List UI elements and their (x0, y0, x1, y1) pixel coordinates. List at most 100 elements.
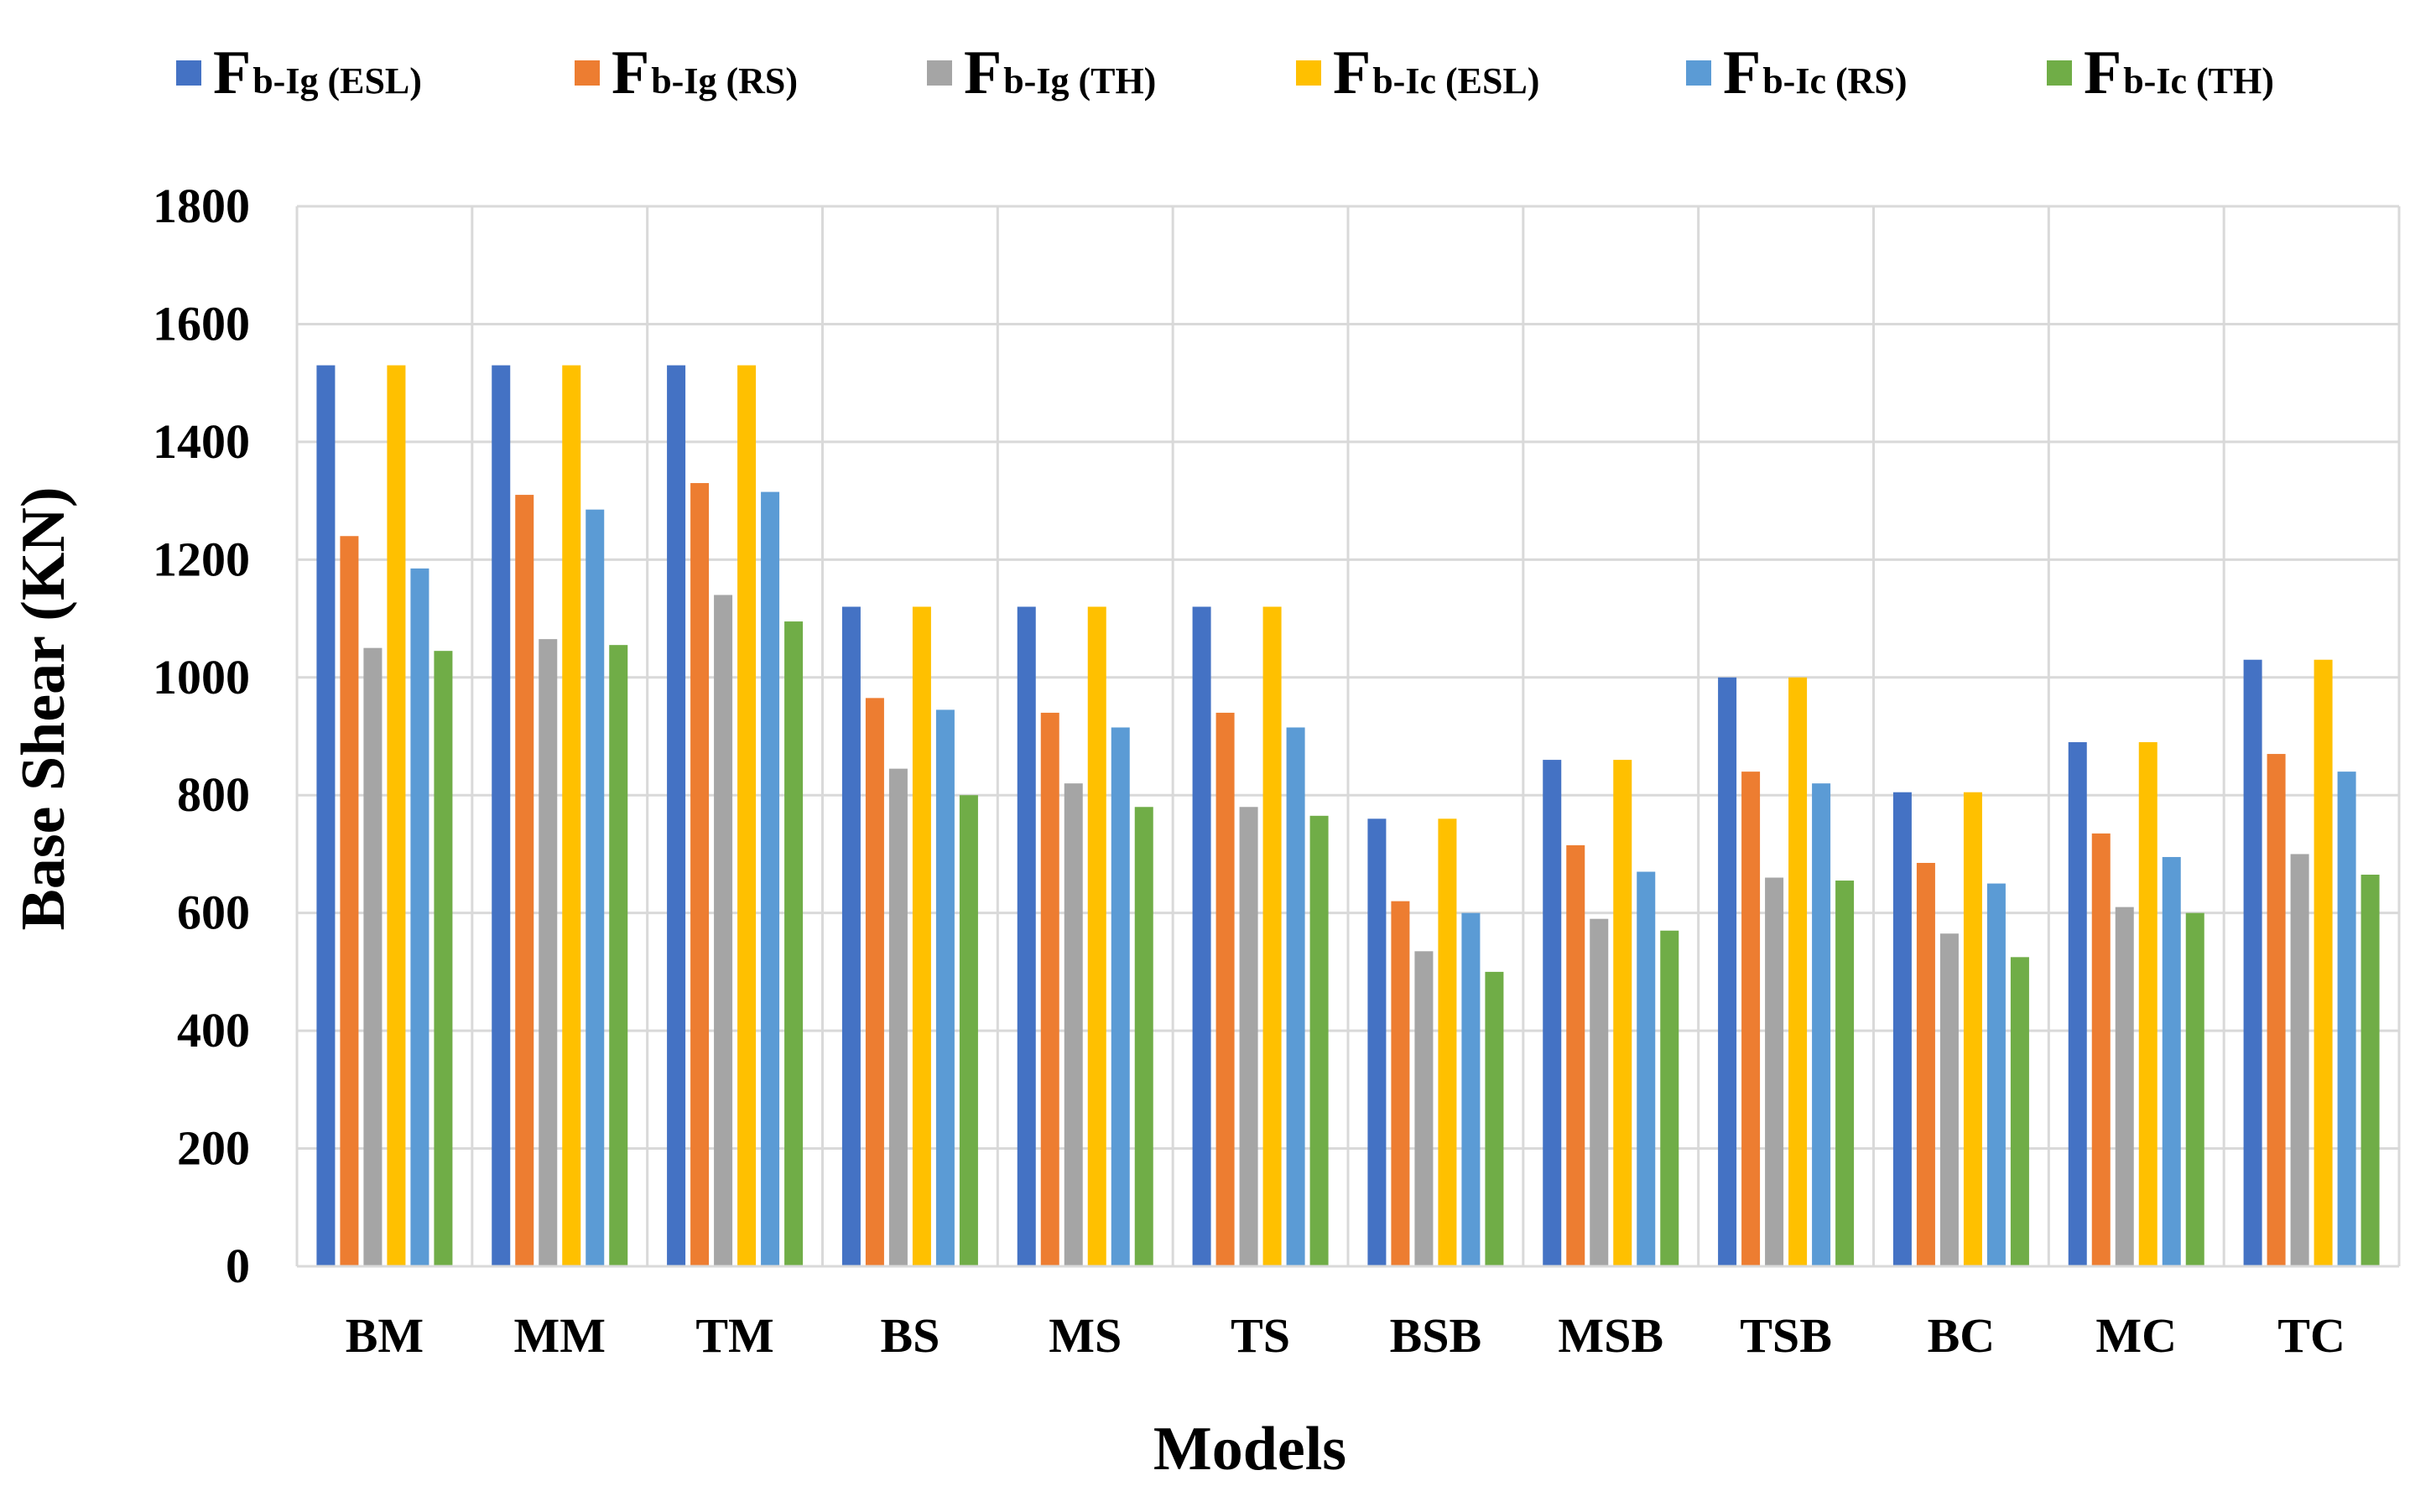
bar-BSB-b-ic-rs- (1461, 912, 1481, 1266)
bar-BC-b-ic-th- (2010, 957, 2029, 1266)
bar-MS-b-ic-th- (1134, 807, 1153, 1266)
legend-label: b-Ig (TH) (1003, 60, 1157, 101)
bar-MM-b-ig-rs- (515, 495, 534, 1266)
bar-BS-b-ic-rs- (935, 709, 955, 1266)
bar-MC-b-ic-th- (2185, 912, 2204, 1266)
bar-BC-b-ig-rs- (1916, 862, 1935, 1266)
bar-BS-b-ig-th- (888, 768, 908, 1266)
bar-MC-b-ig-esl- (2068, 742, 2087, 1266)
bar-MM-b-ig-th- (539, 639, 558, 1266)
legend-label: b-Ic (RS) (1762, 60, 1908, 101)
bar-BM-b-ic-th- (434, 651, 453, 1266)
y-tick-label: 1600 (153, 296, 250, 351)
x-tick-label: MM (514, 1308, 606, 1363)
legend-swatch (1296, 60, 1321, 86)
bar-BC-b-ic-rs- (1986, 883, 2006, 1266)
bar-MS-b-ig-esl- (1017, 606, 1036, 1266)
y-tick-label: 1200 (153, 532, 250, 586)
legend-symbol: F (964, 39, 1002, 107)
bar-TS-b-ic-esl- (1262, 606, 1282, 1266)
x-tick-label: TC (2277, 1308, 2345, 1363)
y-tick-label: 200 (177, 1121, 250, 1176)
bar-MC-b-ig-rs- (2091, 833, 2111, 1266)
legend-symbol: F (612, 39, 650, 107)
bar-BM-b-ic-esl- (387, 365, 406, 1267)
bar-TS-b-ig-th- (1239, 807, 1258, 1266)
bar-MC-b-ig-th- (2115, 907, 2134, 1266)
bar-MSB-b-ic-esl- (1613, 760, 1632, 1266)
bar-TC-b-ig-esl- (2243, 659, 2262, 1266)
bar-TSB-b-ic-esl- (1788, 677, 1808, 1266)
bar-MC-b-ic-rs- (2162, 856, 2181, 1266)
bar-BM-b-ig-esl- (316, 365, 336, 1267)
bar-TC-b-ig-rs- (2267, 754, 2286, 1266)
y-tick-label: 800 (177, 767, 250, 822)
bar-MSB-b-ig-th- (1590, 918, 1609, 1266)
bar-MS-b-ig-th- (1064, 783, 1083, 1266)
bar-TM-b-ig-esl- (667, 365, 686, 1267)
legend-label: b-Ig (RS) (651, 60, 798, 101)
bar-TC-b-ic-th- (2361, 875, 2380, 1266)
x-tick-label: TM (695, 1308, 773, 1363)
bar-MM-b-ic-th- (609, 645, 628, 1266)
bar-TM-b-ic-th- (784, 621, 804, 1266)
bar-BM-b-ig-th- (363, 647, 383, 1266)
x-tick-label: MS (1049, 1308, 1122, 1363)
x-tick-label: TSB (1740, 1308, 1832, 1363)
legend-label: b-Ic (TH) (2123, 60, 2274, 101)
x-tick-label: MC (2095, 1308, 2177, 1363)
y-tick-label: 1800 (153, 179, 250, 233)
bar-BS-b-ig-rs- (865, 698, 884, 1266)
bar-TM-b-ic-rs- (761, 491, 780, 1266)
bar-BC-b-ic-esl- (1963, 792, 1982, 1266)
y-tick-label: 400 (177, 1003, 250, 1057)
bar-BC-b-ig-th- (1939, 933, 1959, 1266)
bar-BS-b-ig-esl- (841, 606, 861, 1266)
bar-MS-b-ic-rs- (1111, 727, 1130, 1266)
bar-BSB-b-ig-rs- (1391, 901, 1410, 1266)
bar-TSB-b-ic-rs- (1812, 783, 1831, 1266)
bar-TM-b-ig-rs- (690, 483, 710, 1266)
x-axis-title: Models (1153, 1415, 1346, 1483)
bar-MS-b-ic-esl- (1087, 606, 1106, 1266)
bar-BS-b-ic-th- (959, 795, 978, 1266)
bar-TM-b-ig-th- (714, 595, 733, 1266)
bar-MSB-b-ig-esl- (1543, 760, 1562, 1266)
bar-MC-b-ic-esl- (2138, 742, 2158, 1266)
bar-TC-b-ic-rs- (2337, 772, 2356, 1266)
bar-TS-b-ic-rs- (1286, 727, 1305, 1266)
axes: 0 200 400 600 800 1000 1200 1400 1600 1800 BM MM TM B… (153, 179, 2399, 1363)
legend-swatch (575, 60, 600, 86)
bar-MM-b-ic-rs- (586, 509, 605, 1266)
x-tick-label: TS (1231, 1308, 1290, 1363)
bar-TSB-b-ig-rs- (1741, 772, 1761, 1266)
legend-swatch (176, 60, 201, 86)
bar-BSB-b-ic-esl- (1438, 818, 1457, 1266)
y-tick-label: 1000 (153, 650, 250, 704)
bar-MM-b-ic-esl- (562, 365, 581, 1267)
x-tick-label: BM (346, 1308, 424, 1363)
x-tick-label: BS (880, 1308, 940, 1363)
bar-TSB-b-ig-esl- (1718, 677, 1737, 1266)
legend-symbol: F (213, 39, 252, 107)
bar-TSB-b-ic-th- (1835, 881, 1855, 1266)
bar-BM-b-ig-rs- (340, 536, 359, 1266)
bar-TM-b-ic-esl- (737, 365, 757, 1267)
x-tick-label: MSB (1558, 1308, 1663, 1363)
bar-TS-b-ig-esl- (1192, 606, 1211, 1266)
bar-MS-b-ig-rs- (1040, 712, 1059, 1266)
bar-BC-b-ig-esl- (1892, 792, 1912, 1266)
x-tick-label: BC (1928, 1308, 1996, 1363)
bar-BSB-b-ig-th- (1414, 951, 1434, 1266)
y-axis-title: Base Shear (KN) (9, 487, 78, 931)
bar-BM-b-ic-rs- (410, 568, 429, 1266)
legend-swatch (2047, 60, 2072, 86)
bar-TSB-b-ig-th- (1765, 877, 1784, 1266)
